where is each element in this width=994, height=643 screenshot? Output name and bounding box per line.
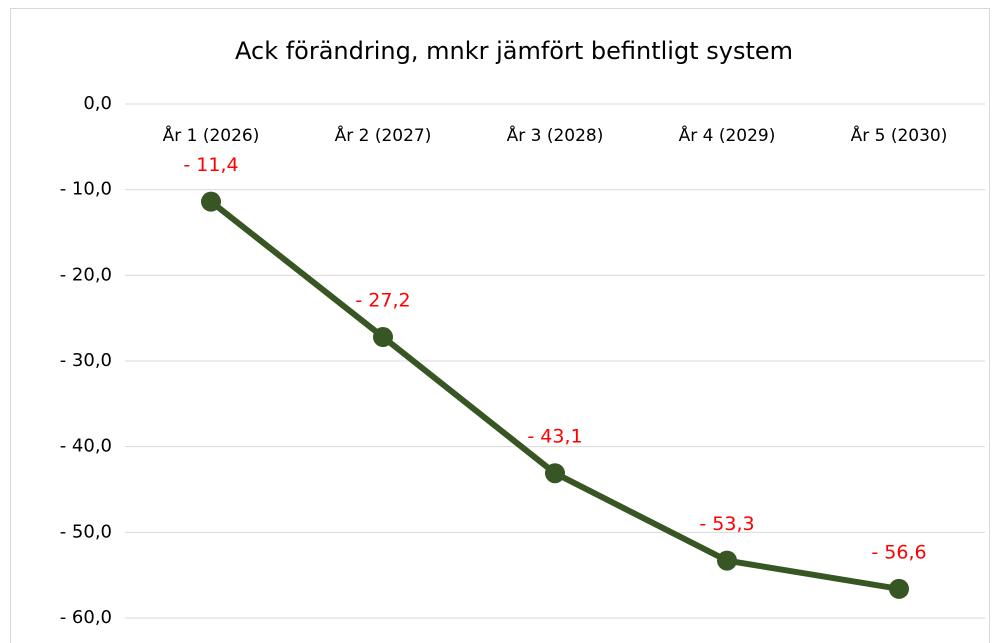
y-tick-label: 0,0 <box>83 93 112 114</box>
data-label: - 43,1 <box>527 426 582 448</box>
x-tick-label: År 3 (2028) <box>507 124 604 146</box>
data-label: - 27,2 <box>355 290 410 312</box>
data-label: - 56,6 <box>871 541 926 563</box>
y-tick-label: - 40,0 <box>60 436 112 457</box>
chart-title: Ack förändring, mnkr jämfört befintligt … <box>235 37 793 65</box>
marker <box>889 578 909 599</box>
y-tick-label: - 20,0 <box>60 264 112 285</box>
x-tick-label: År 2 (2027) <box>335 124 432 146</box>
y-tick-label: - 30,0 <box>60 350 112 371</box>
x-tick-label: År 5 (2030) <box>851 124 948 146</box>
y-tick-label: - 10,0 <box>60 179 112 200</box>
marker <box>201 191 221 212</box>
y-tick-label: - 50,0 <box>60 521 112 542</box>
y-tick-label: - 60,0 <box>60 607 112 628</box>
x-tick-label: År 4 (2029) <box>679 124 776 146</box>
chart-border <box>10 8 990 643</box>
x-tick-label: År 1 (2026) <box>163 124 260 146</box>
data-label: - 53,3 <box>699 513 754 535</box>
data-label: - 11,4 <box>183 154 238 176</box>
marker <box>717 550 737 571</box>
marker <box>373 327 393 348</box>
marker <box>545 463 565 484</box>
